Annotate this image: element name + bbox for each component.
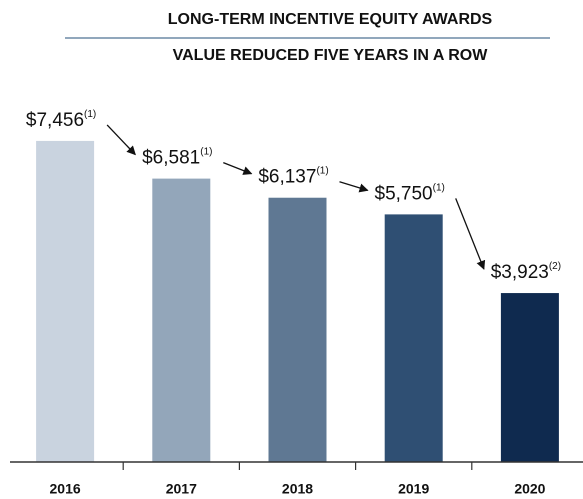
bar	[152, 178, 211, 462]
value-label-text: $3,923	[491, 262, 549, 283]
value-label-note: (1)	[84, 109, 96, 120]
bar	[384, 214, 443, 462]
x-tick-label: 2018	[282, 481, 313, 497]
value-label-note: (1)	[316, 165, 328, 176]
value-label-text: $6,137	[258, 167, 316, 188]
value-label-note: (1)	[433, 182, 445, 193]
bar	[500, 293, 559, 462]
value-label-text: $7,456	[26, 110, 84, 131]
x-tick-label: 2019	[398, 481, 429, 497]
x-tick-label: 2016	[50, 481, 81, 497]
value-label: $6,581(1)	[142, 146, 212, 168]
bar	[268, 197, 327, 462]
value-label-note: (2)	[549, 261, 561, 272]
chart-title: LONG-TERM INCENTIVE EQUITY AWARDS	[168, 11, 493, 28]
x-tick-label: 2020	[514, 481, 545, 497]
value-label: $6,137(1)	[258, 165, 328, 187]
value-label-note: (1)	[200, 146, 212, 157]
trend-arrow	[455, 198, 486, 270]
x-tick-label: 2017	[166, 481, 197, 497]
value-label: $3,923(2)	[491, 261, 561, 283]
trend-arrow	[106, 124, 136, 156]
trend-arrow	[339, 181, 369, 193]
bar	[36, 140, 95, 462]
value-label: $7,456(1)	[26, 109, 96, 131]
value-label: $5,750(1)	[375, 182, 445, 204]
trend-arrow	[223, 162, 253, 175]
value-label-text: $6,581	[142, 148, 200, 169]
value-label-text: $5,750	[375, 183, 433, 204]
chart-subtitle: VALUE REDUCED FIVE YEARS IN A ROW	[173, 47, 489, 64]
